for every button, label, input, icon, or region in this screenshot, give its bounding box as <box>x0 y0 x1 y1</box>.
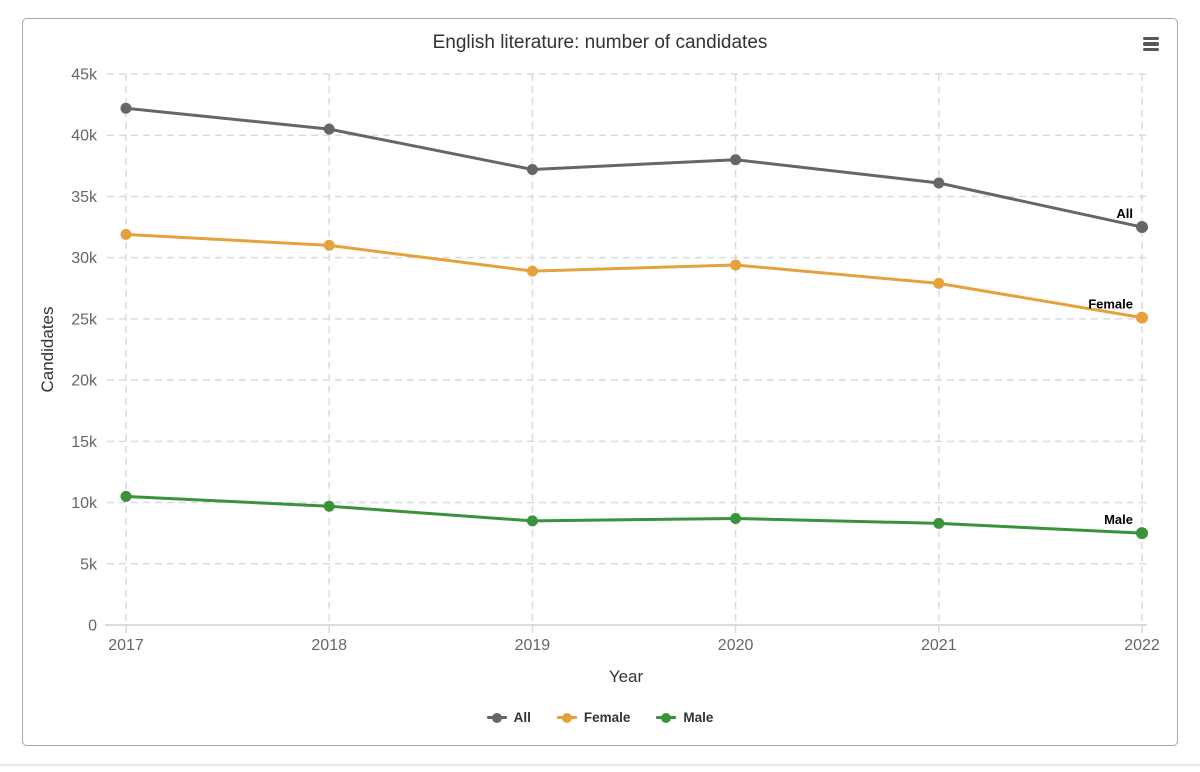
data-point <box>323 500 335 512</box>
chart-legend: All Female Male <box>23 710 1177 725</box>
legend-line-marker-icon <box>656 712 677 724</box>
hamburger-menu-icon <box>1143 36 1159 40</box>
legend-label: All <box>513 710 531 725</box>
data-point <box>730 154 742 166</box>
x-axis-title: Year <box>609 667 644 686</box>
data-point <box>933 517 945 529</box>
series-all: All <box>120 102 1148 234</box>
y-tick-label: 15k <box>71 434 98 451</box>
chart-card: 0 5k 10k 15k 20k 25k 30k 35k 40k 45k 2017 2018 2019 2… <box>22 18 1178 746</box>
legend-label: Female <box>583 710 631 725</box>
chart-title: English literature: number of candidates <box>432 32 768 53</box>
series-line <box>124 494 1144 535</box>
y-tick-label: 40k <box>71 128 98 145</box>
y-tick-label: 20k <box>71 373 98 390</box>
data-point <box>526 265 538 277</box>
data-point <box>730 259 742 271</box>
data-point <box>1136 221 1148 234</box>
x-tick-label: 2019 <box>515 637 551 654</box>
x-tick-label: 2020 <box>718 637 754 654</box>
series-end-label: Male <box>1104 512 1133 527</box>
data-point <box>323 239 335 251</box>
series-line <box>124 232 1144 320</box>
legend-label: Male <box>683 710 714 725</box>
series-end-label: Female <box>1088 297 1133 312</box>
y-tick-label: 45k <box>71 67 98 84</box>
data-point <box>1136 527 1148 540</box>
y-tick-label: 5k <box>80 556 98 573</box>
legend-line-marker-icon <box>556 712 577 724</box>
data-point <box>120 490 132 502</box>
y-tick-label: 25k <box>71 311 98 328</box>
data-point <box>933 277 945 289</box>
legend-item-male[interactable]: Male <box>656 710 713 725</box>
data-point <box>933 177 945 189</box>
legend-line-marker-icon <box>486 712 507 724</box>
series-line <box>124 106 1144 229</box>
data-point <box>526 515 538 527</box>
data-point <box>730 512 742 524</box>
y-tick-label: 35k <box>71 189 98 206</box>
chart-context-menu-button[interactable] <box>1138 32 1164 56</box>
series-female: Female <box>120 228 1148 324</box>
x-tick-label: 2022 <box>1124 637 1160 654</box>
x-tick-label: 2018 <box>311 637 347 654</box>
y-axis-title: Candidates <box>38 306 57 392</box>
data-point <box>120 228 132 240</box>
legend-item-all[interactable]: All <box>486 710 531 725</box>
data-point <box>323 123 335 135</box>
line-chart-plot-area: 0 5k 10k 15k 20k 25k 30k 35k 40k 45k 2017 2018 2019 2… <box>38 67 1160 687</box>
series-male: Male <box>120 490 1148 540</box>
series-end-label: All <box>1116 206 1133 221</box>
data-point <box>526 164 538 176</box>
data-point <box>120 102 132 114</box>
legend-item-female[interactable]: Female <box>556 710 631 725</box>
page-divider <box>0 764 1200 766</box>
x-tick-label: 2021 <box>921 637 957 654</box>
data-point <box>1136 311 1148 324</box>
y-tick-label: 0 <box>88 618 97 635</box>
y-tick-label: 10k <box>71 495 98 512</box>
y-tick-label: 30k <box>71 250 98 267</box>
x-tick-label: 2017 <box>108 637 144 654</box>
